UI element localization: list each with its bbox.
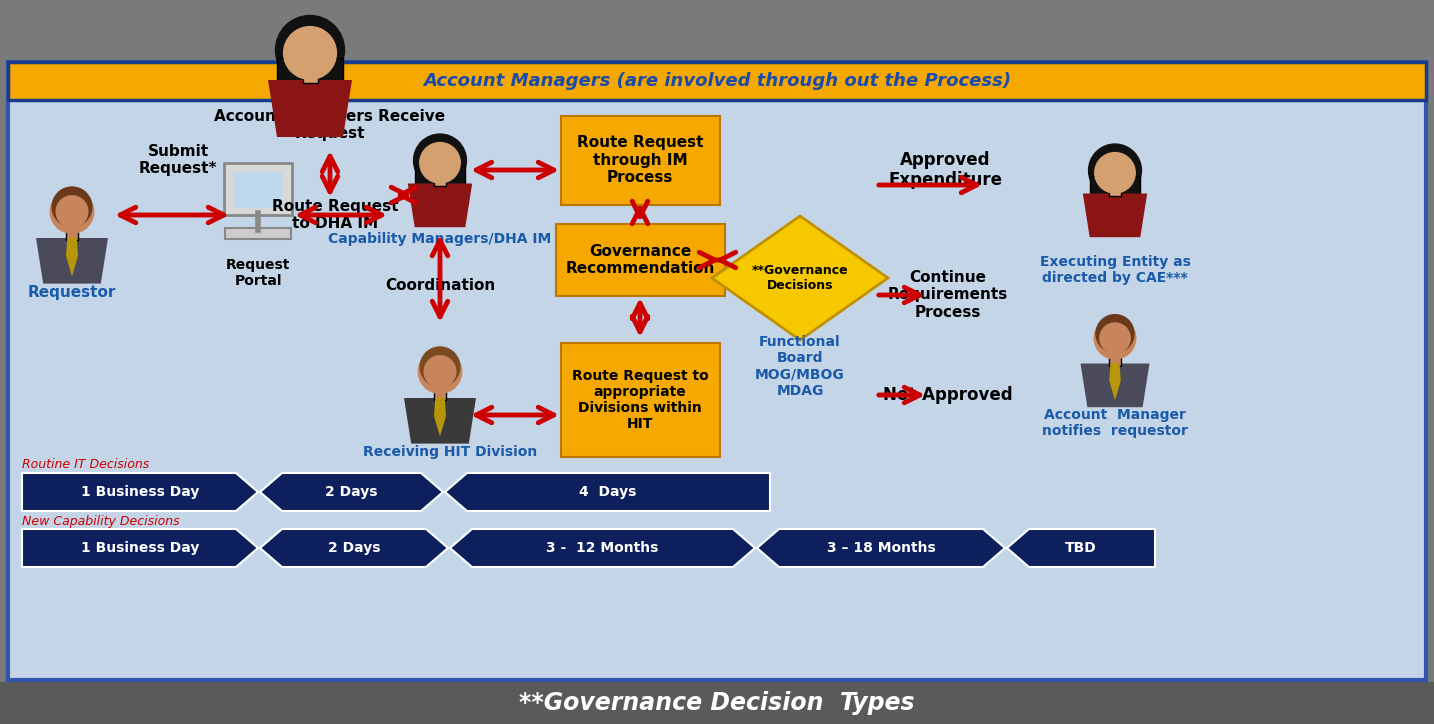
Circle shape — [50, 190, 93, 233]
Polygon shape — [1080, 363, 1150, 407]
FancyBboxPatch shape — [0, 682, 1434, 724]
FancyBboxPatch shape — [277, 57, 343, 103]
Text: New Capability Decisions: New Capability Decisions — [22, 515, 179, 529]
Polygon shape — [22, 473, 258, 511]
FancyBboxPatch shape — [1110, 352, 1121, 366]
FancyBboxPatch shape — [303, 68, 317, 83]
Polygon shape — [404, 398, 476, 444]
Circle shape — [413, 134, 466, 187]
Text: Requestor: Requestor — [27, 285, 116, 300]
Circle shape — [275, 15, 344, 85]
Circle shape — [419, 350, 462, 393]
Text: 1 Business Day: 1 Business Day — [80, 485, 199, 499]
Polygon shape — [260, 473, 443, 511]
FancyBboxPatch shape — [435, 386, 446, 400]
Polygon shape — [36, 238, 108, 284]
Polygon shape — [66, 238, 77, 277]
Text: Account  Manager
notifies  requestor: Account Manager notifies requestor — [1043, 408, 1187, 438]
Polygon shape — [1083, 193, 1147, 237]
Text: Coordination: Coordination — [384, 277, 495, 292]
Polygon shape — [22, 529, 258, 567]
Text: 4  Days: 4 Days — [579, 485, 637, 499]
Circle shape — [52, 187, 92, 227]
Circle shape — [284, 27, 337, 80]
Text: Receiving HIT Division: Receiving HIT Division — [363, 445, 538, 459]
FancyBboxPatch shape — [9, 62, 1425, 100]
Polygon shape — [445, 473, 770, 511]
Circle shape — [56, 195, 87, 227]
Text: Account Managers Receive
Request: Account Managers Receive Request — [215, 109, 446, 141]
Text: Approved
Expenditure: Approved Expenditure — [888, 151, 1002, 190]
FancyBboxPatch shape — [9, 62, 1425, 680]
Text: Account Managers (are involved through out the Process): Account Managers (are involved through o… — [423, 72, 1011, 90]
Polygon shape — [435, 398, 446, 437]
Text: Route Request
to DHA IM: Route Request to DHA IM — [272, 199, 399, 231]
Text: 3 -  12 Months: 3 - 12 Months — [546, 541, 658, 555]
Polygon shape — [757, 529, 1005, 567]
Polygon shape — [268, 80, 351, 137]
Text: **Governance Decision  Types: **Governance Decision Types — [519, 691, 915, 715]
FancyBboxPatch shape — [561, 343, 720, 457]
Circle shape — [420, 143, 460, 183]
FancyBboxPatch shape — [555, 224, 724, 296]
Polygon shape — [1007, 529, 1154, 567]
Text: 2 Days: 2 Days — [326, 485, 377, 499]
Polygon shape — [1110, 363, 1121, 400]
Text: Governance
Recommendation: Governance Recommendation — [565, 244, 714, 276]
Text: Capability Managers/DHA IM: Capability Managers/DHA IM — [328, 232, 552, 246]
FancyBboxPatch shape — [414, 167, 465, 201]
Circle shape — [420, 347, 460, 387]
Text: **Governance
Decisions: **Governance Decisions — [751, 264, 849, 292]
Circle shape — [1096, 315, 1134, 353]
FancyBboxPatch shape — [225, 228, 291, 239]
FancyBboxPatch shape — [435, 174, 446, 186]
FancyBboxPatch shape — [561, 116, 720, 204]
Circle shape — [1094, 317, 1136, 359]
Text: 3 – 18 Months: 3 – 18 Months — [826, 541, 935, 555]
FancyBboxPatch shape — [232, 172, 282, 208]
Text: Routine IT Decisions: Routine IT Decisions — [22, 458, 149, 471]
Text: Submit
Request*: Submit Request* — [139, 144, 217, 176]
Polygon shape — [713, 216, 888, 340]
Text: Request
Portal: Request Portal — [225, 258, 290, 288]
Text: Continue
Requirements
Process: Continue Requirements Process — [888, 270, 1008, 320]
Circle shape — [424, 355, 456, 387]
Polygon shape — [450, 529, 754, 567]
Text: Route Request
through IM
Process: Route Request through IM Process — [576, 135, 703, 185]
FancyBboxPatch shape — [1110, 185, 1121, 195]
Text: 1 Business Day: 1 Business Day — [80, 541, 199, 555]
Polygon shape — [260, 529, 447, 567]
Text: Functional
Board
MOG/MBOG
MDAG: Functional Board MOG/MBOG MDAG — [756, 335, 845, 397]
Text: TBD: TBD — [1065, 541, 1097, 555]
Text: Not Approved: Not Approved — [883, 386, 1012, 404]
Polygon shape — [407, 183, 472, 227]
Circle shape — [1088, 144, 1141, 197]
FancyBboxPatch shape — [224, 163, 293, 215]
FancyBboxPatch shape — [66, 226, 77, 240]
FancyBboxPatch shape — [1090, 176, 1140, 211]
Circle shape — [1100, 323, 1130, 353]
Text: Route Request to
appropriate
Divisions within
HIT: Route Request to appropriate Divisions w… — [572, 369, 708, 432]
Circle shape — [1094, 153, 1136, 193]
Text: 2 Days: 2 Days — [328, 541, 380, 555]
Text: Executing Entity as
directed by CAE***: Executing Entity as directed by CAE*** — [1040, 255, 1190, 285]
